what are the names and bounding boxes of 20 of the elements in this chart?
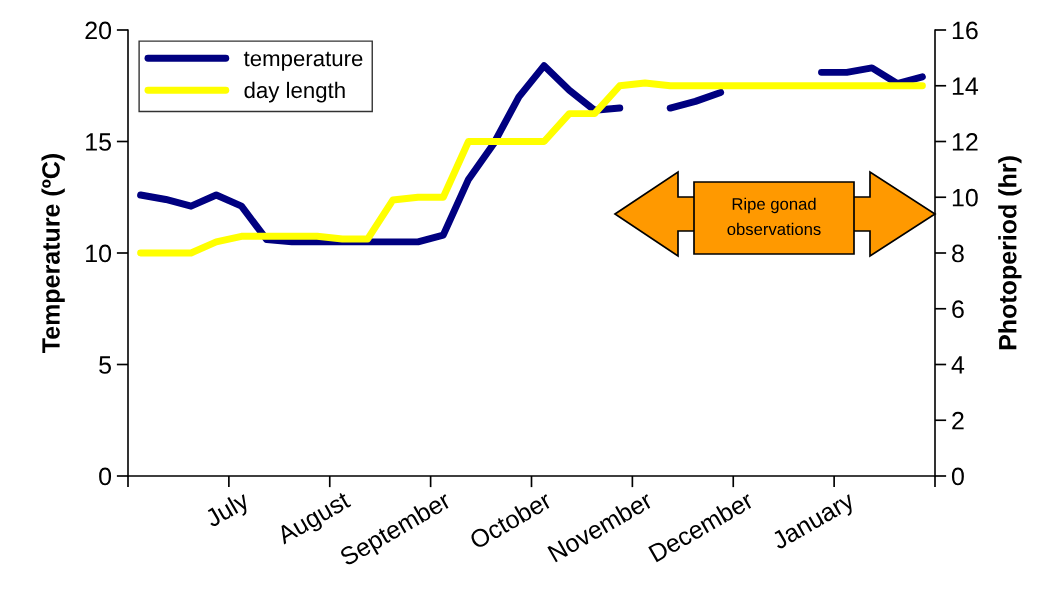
- y-tick-label: 10: [86, 244, 112, 263]
- y2-tick-label: 16: [952, 21, 978, 40]
- y2-tick-label: 6: [952, 300, 964, 319]
- x-tick-label: July: [203, 489, 254, 533]
- annotation: Ripe gonad observations: [727, 197, 821, 236]
- y-tick-label: 15: [86, 133, 111, 151]
- y-tick-label: 20: [85, 21, 112, 40]
- y2-axis-title: Photoperiod (hr): [998, 156, 1022, 350]
- y-axis-title: Temperature (ºC): [41, 154, 65, 353]
- y2-tick-label: 4: [951, 356, 965, 374]
- legend-label: temperature: [243, 51, 363, 71]
- y2-tick-label: 14: [952, 77, 979, 95]
- y-tick-label: 5: [99, 356, 111, 374]
- y2-tick-label: 2: [952, 411, 964, 430]
- y2-tick-label: 8: [952, 244, 964, 263]
- legend-label: day length: [244, 81, 345, 103]
- y2-tick-label: 0: [951, 467, 964, 486]
- y-tick-label: 0: [99, 467, 112, 486]
- y2-tick-label: 10: [952, 188, 978, 207]
- y2-tick-label: 12: [952, 133, 978, 151]
